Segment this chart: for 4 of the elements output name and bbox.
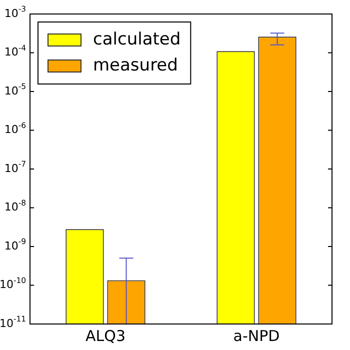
legend-label: calculated [93,29,181,50]
x-tick-label: a-NPD [233,326,280,345]
legend-label: measured [93,55,178,76]
x-tick-label: ALQ3 [86,326,126,345]
